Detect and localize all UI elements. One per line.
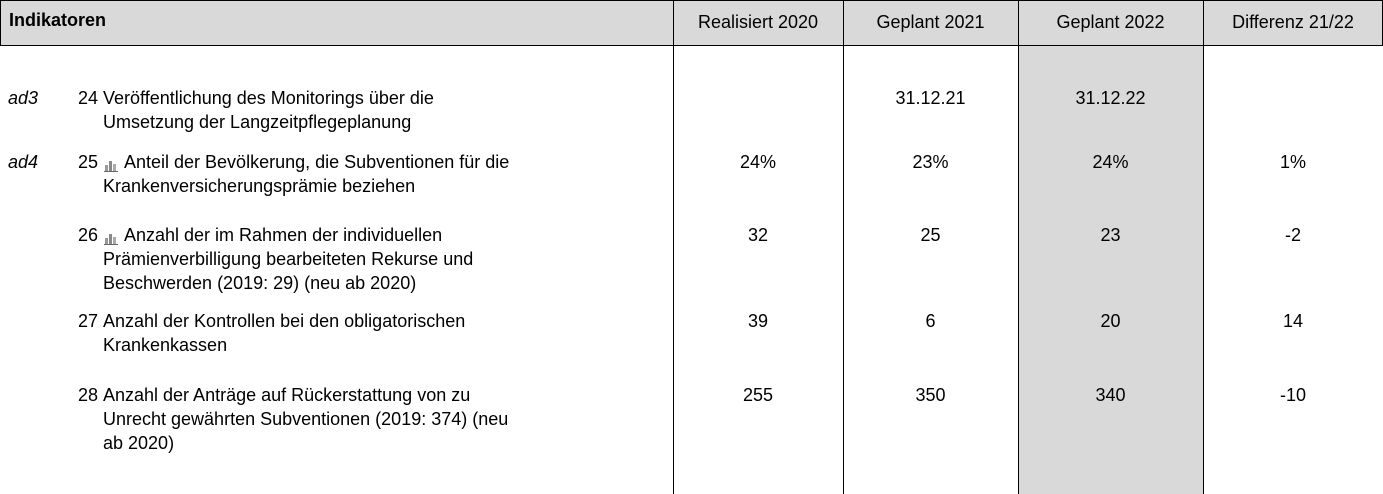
- group-label: ad3: [8, 88, 39, 108]
- value-cell: 24%: [739, 152, 777, 172]
- column-divider: [843, 0, 844, 494]
- header-row: [0, 0, 1383, 46]
- row-number: 24: [77, 88, 98, 108]
- value-cell: 340: [1095, 385, 1126, 405]
- value-cell: 24%: [1092, 152, 1129, 172]
- value-cell: 31.12.21: [895, 88, 966, 108]
- column-header: Differenz 21/22: [1232, 12, 1354, 32]
- column-header: Geplant 2022: [1056, 12, 1165, 32]
- column-divider: [673, 0, 674, 494]
- indicator-text: Anzahl der Anträge auf Rückerstattung vo…: [103, 385, 471, 405]
- value-cell: 25: [920, 225, 941, 245]
- indicator-text: Anzahl der im Rahmen der individuellen: [124, 225, 443, 245]
- value-cell: -2: [1284, 225, 1301, 245]
- indicator-text: Anzahl der Kontrollen bei den obligatori…: [103, 311, 466, 331]
- indicator-text: Krankenkassen: [103, 335, 228, 355]
- value-cell: -10: [1279, 385, 1306, 405]
- row-number: 25: [77, 152, 98, 172]
- header-title: Indikatoren: [9, 10, 107, 30]
- value-cell: 32: [747, 225, 769, 245]
- icon: [104, 234, 118, 245]
- value-cell: 23: [1100, 225, 1121, 245]
- row-number: 26: [77, 225, 98, 245]
- indicator-text: ab 2020): [103, 433, 175, 453]
- value-cell: 255: [742, 385, 774, 405]
- shaded-column: [1018, 0, 1203, 494]
- indicator-text: Prämienverbilligung bearbeiteten Rekurse…: [103, 249, 474, 269]
- value-cell: 39: [747, 311, 769, 331]
- column-divider: [1203, 0, 1204, 494]
- value-cell: 31.12.22: [1075, 88, 1146, 108]
- row-number: 28: [77, 385, 98, 405]
- column-header: Geplant 2021: [876, 12, 985, 32]
- indicator-text: Veröffentlichung des Monitorings über di…: [103, 88, 434, 108]
- icon: [104, 161, 118, 172]
- indicator-text: Beschwerden (2019: 29) (neu ab 2020): [103, 273, 417, 293]
- chart-icon: [104, 156, 120, 172]
- row-number: 27: [77, 311, 98, 331]
- value-cell: 14: [1282, 311, 1304, 331]
- chart-icon: [104, 229, 120, 245]
- indicator-text: Umsetzung der Langzeitpflegeplanung: [103, 112, 412, 132]
- value-cell: 6: [925, 311, 936, 331]
- group-label: ad4: [8, 152, 39, 172]
- indicator-text: Unrecht gewährten Subventionen (2019: 37…: [103, 409, 509, 429]
- value-cell: 20: [1100, 311, 1121, 331]
- value-cell: 1%: [1279, 152, 1306, 172]
- column-header: Realisiert 2020: [697, 12, 819, 32]
- value-cell: 23%: [912, 152, 949, 172]
- indicator-text: Anteil der Bevölkerung, die Subventionen…: [124, 152, 510, 172]
- value-cell: 350: [915, 385, 946, 405]
- column-divider: [1018, 0, 1019, 494]
- indicator-text: Krankenversicherungsprämie beziehen: [103, 176, 416, 196]
